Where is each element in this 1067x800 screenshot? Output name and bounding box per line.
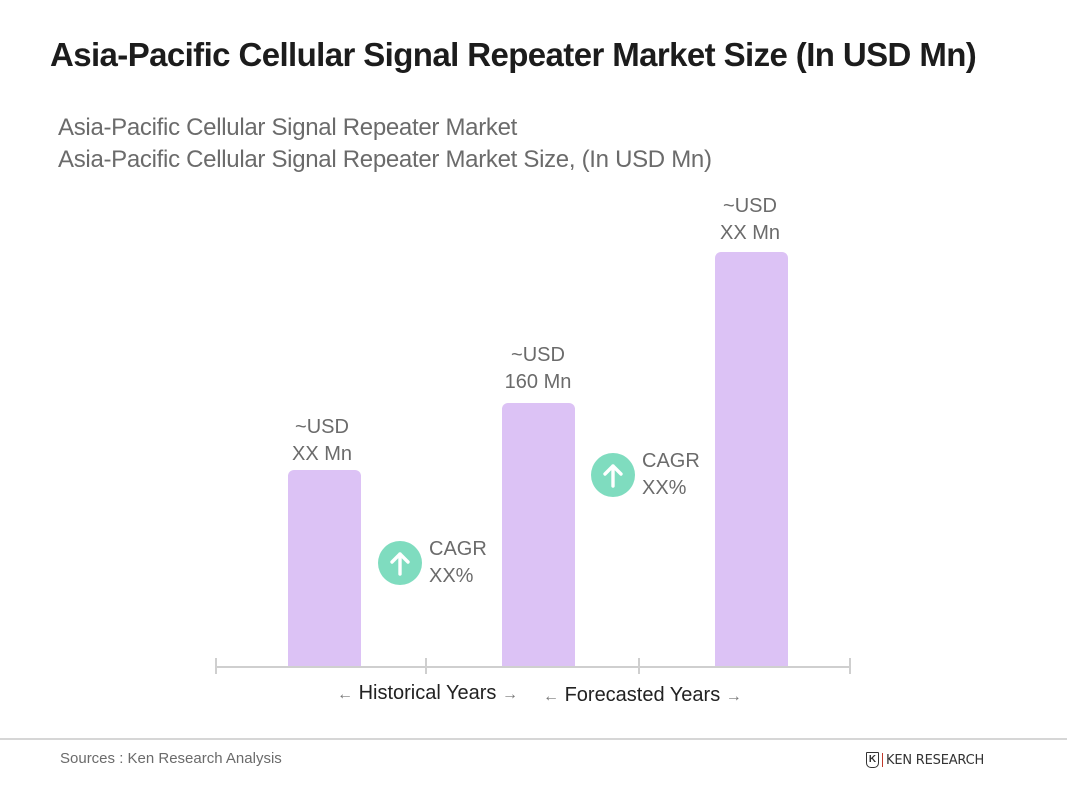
bar-label-line2: XX Mn [719, 222, 781, 244]
footer-divider [0, 738, 1067, 740]
bar-historical [288, 470, 361, 667]
x-axis [215, 666, 851, 668]
cagr-label: CAGR XX% [429, 536, 487, 590]
cagr-value: XX% [642, 477, 687, 499]
chart-subtitle-line2: Asia-Pacific Cellular Signal Repeater Ma… [58, 146, 712, 173]
bar-label-line1: ~USD [295, 416, 349, 438]
cagr-label: CAGR XX% [642, 448, 700, 502]
forecasted-years-text: Forecasted Years [564, 684, 721, 706]
bar-base-year [502, 403, 575, 667]
logo-text: KEN RESEARCH [886, 752, 985, 768]
axis-tick [215, 658, 217, 674]
chart-subtitle-line1: Asia-Pacific Cellular Signal Repeater Ma… [58, 114, 517, 141]
historical-years-label: ← Historical Years → [337, 682, 518, 705]
forecasted-years-label: ← Forecasted Years → [543, 684, 742, 707]
axis-tick [425, 658, 427, 674]
bar-label-line1: ~USD [511, 344, 565, 366]
bar-forecast [715, 252, 788, 667]
arrow-right-icon: → [725, 688, 742, 705]
cagr-title: CAGR [642, 450, 700, 472]
chart-title: Asia-Pacific Cellular Signal Repeater Ma… [50, 36, 977, 73]
arrow-up-icon [591, 453, 635, 497]
axis-tick [638, 658, 640, 674]
bar-label-line1: ~USD [723, 195, 777, 217]
bar-label-line2: 160 Mn [504, 371, 572, 393]
axis-tick [849, 658, 851, 674]
bar-value-label: ~USD XX Mn [252, 414, 392, 468]
cagr-value: XX% [429, 565, 474, 587]
cagr-title: CAGR [429, 538, 487, 560]
bar-label-line2: XX Mn [291, 443, 353, 465]
ken-research-logo: K KEN RESEARCH [866, 752, 984, 768]
bar-value-label: ~USD 160 Mn [468, 342, 608, 396]
arrow-up-icon [378, 541, 422, 585]
arrow-right-icon: → [501, 686, 518, 703]
bar-value-label: ~USD XX Mn [680, 193, 820, 247]
historical-years-text: Historical Years [358, 682, 497, 704]
source-note: Sources : Ken Research Analysis [60, 750, 282, 767]
logo-shield-icon: K [866, 752, 879, 768]
logo-separator [882, 753, 883, 767]
arrow-left-icon: ← [543, 688, 559, 705]
arrow-left-icon: ← [337, 686, 353, 703]
